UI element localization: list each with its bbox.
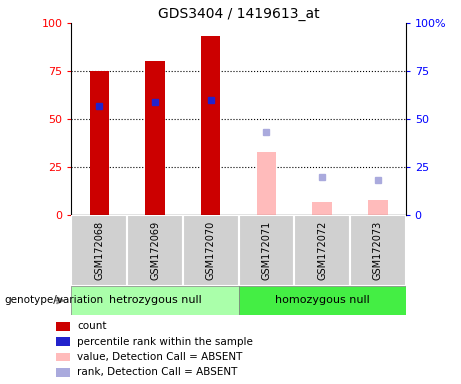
Text: rank, Detection Call = ABSENT: rank, Detection Call = ABSENT xyxy=(77,367,237,377)
Text: GSM172068: GSM172068 xyxy=(95,221,104,280)
Bar xyxy=(55,322,70,331)
Bar xyxy=(294,215,350,286)
Text: genotype/variation: genotype/variation xyxy=(5,295,104,306)
Bar xyxy=(201,36,220,215)
Bar xyxy=(55,368,70,377)
Bar xyxy=(350,215,406,286)
Bar xyxy=(257,152,276,215)
Text: hetrozygous null: hetrozygous null xyxy=(109,295,201,306)
Bar xyxy=(368,200,388,215)
Bar xyxy=(238,286,406,315)
Text: GSM172069: GSM172069 xyxy=(150,221,160,280)
Bar xyxy=(71,286,239,315)
Text: homozygous null: homozygous null xyxy=(275,295,370,306)
Text: GSM172070: GSM172070 xyxy=(206,221,216,280)
Text: value, Detection Call = ABSENT: value, Detection Call = ABSENT xyxy=(77,352,242,362)
Text: GSM172073: GSM172073 xyxy=(373,221,383,280)
Title: GDS3404 / 1419613_at: GDS3404 / 1419613_at xyxy=(158,7,319,21)
Bar xyxy=(313,202,332,215)
Bar xyxy=(71,215,127,286)
Text: GSM172071: GSM172071 xyxy=(261,221,272,280)
Bar xyxy=(89,71,109,215)
Bar xyxy=(183,215,238,286)
Bar xyxy=(55,353,70,361)
Text: percentile rank within the sample: percentile rank within the sample xyxy=(77,337,253,347)
Bar xyxy=(145,61,165,215)
Bar xyxy=(238,215,294,286)
Text: GSM172072: GSM172072 xyxy=(317,221,327,280)
Bar xyxy=(55,338,70,346)
Text: count: count xyxy=(77,321,106,331)
Bar xyxy=(127,215,183,286)
